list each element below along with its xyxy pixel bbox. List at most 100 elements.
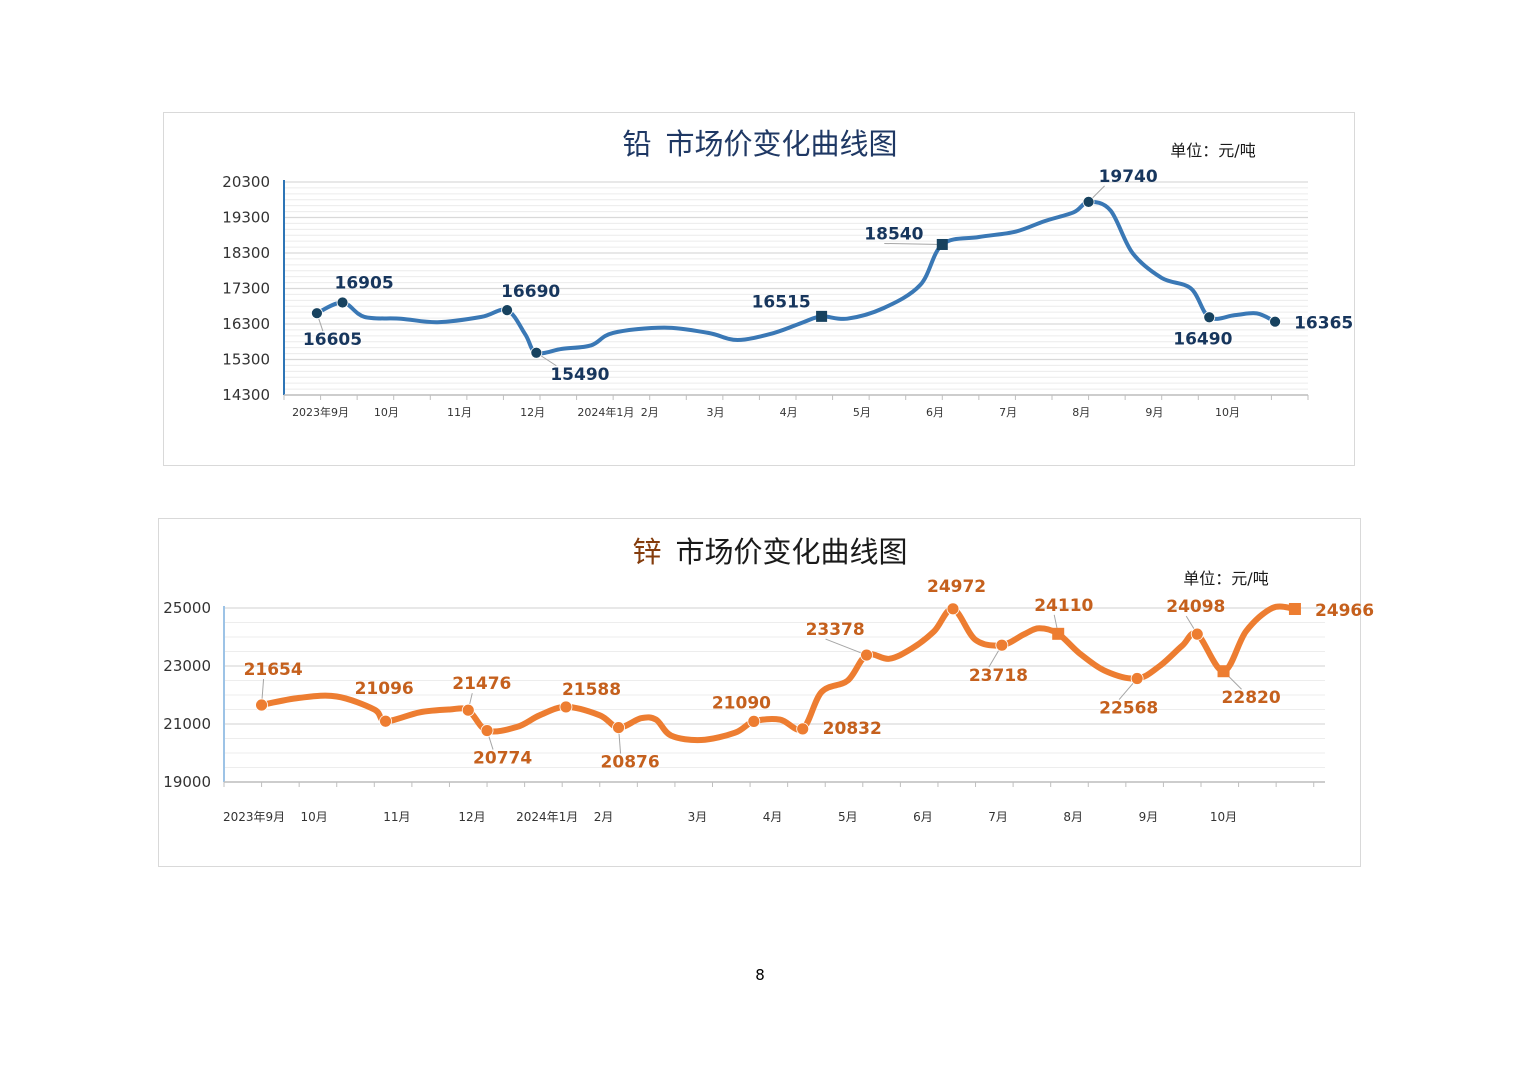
zinc-data-marker — [796, 722, 810, 736]
zinc-x-tick-label: 5月 — [838, 810, 858, 824]
zinc-data-label: 24966 — [1315, 601, 1374, 621]
zinc-x-tick-label: 8月 — [1063, 810, 1083, 824]
zinc-data-marker — [461, 703, 475, 717]
zinc-data-label: 20774 — [473, 749, 532, 769]
zinc-data-marker — [995, 638, 1009, 652]
lead-x-tick-label: 10月 — [374, 406, 399, 419]
zinc-x-tick-label: 2023年9月 — [223, 810, 285, 824]
lead-x-tick-label: 6月 — [926, 406, 944, 419]
zinc-data-label: 23378 — [806, 620, 865, 640]
lead-x-tick-label: 2023年9月 — [292, 405, 349, 419]
zinc-data-marker — [255, 698, 268, 712]
zinc-data-marker — [379, 714, 392, 728]
lead-x-tick-label: 3月 — [707, 406, 725, 419]
lead-title-metal: 铅 — [622, 127, 651, 161]
zinc-x-tick-label: 10月 — [1210, 810, 1237, 824]
zinc-x-tick-label: 6月 — [913, 810, 933, 824]
lead-data-label: 16365 — [1294, 314, 1353, 334]
lead-x-tick-label: 9月 — [1145, 406, 1163, 419]
lead-data-marker — [1203, 311, 1216, 324]
lead-data-marker — [501, 304, 513, 317]
zinc-data-marker — [747, 714, 761, 728]
lead-y-tick-label: 15300 — [222, 351, 270, 369]
zinc-data-label: 22820 — [1222, 688, 1281, 708]
zinc-data-label: 21090 — [712, 693, 771, 713]
lead-data-label: 15490 — [550, 365, 609, 385]
zinc-data-marker — [1288, 602, 1301, 615]
zinc-data-marker — [1217, 665, 1230, 678]
zinc-x-tick-label: 4月 — [763, 810, 783, 824]
zinc-data-label: 21654 — [244, 660, 303, 680]
lead-x-tick-label: 7月 — [999, 406, 1017, 419]
zinc-data-marker — [860, 648, 873, 662]
page-number: 8 — [755, 966, 765, 984]
lead-x-tick-label: 8月 — [1072, 406, 1090, 419]
lead-data-label: 19740 — [1099, 167, 1158, 187]
lead-y-tick-label: 16300 — [222, 315, 270, 333]
zinc-data-label: 23718 — [969, 666, 1028, 686]
lead-data-label: 16490 — [1173, 329, 1232, 349]
lead-y-tick-label: 18300 — [222, 244, 270, 262]
lead-y-tick-label: 19300 — [222, 209, 270, 227]
zinc-x-tick-label: 11月 — [383, 810, 410, 824]
lead-x-tick-label: 2月 — [641, 406, 659, 419]
lead-title-text: 市场价变化曲线图 — [666, 127, 898, 161]
lead-data-marker — [816, 310, 828, 322]
lead-x-tick-label: 4月 — [780, 406, 798, 419]
lead-data-label: 16515 — [752, 292, 811, 312]
zinc-title-metal: 锌 — [632, 535, 661, 569]
zinc-data-marker — [480, 724, 494, 737]
lead-data-label: 18540 — [864, 224, 923, 244]
lead-y-tick-label: 14300 — [222, 386, 270, 404]
lead-data-marker — [936, 238, 948, 250]
lead-y-tick-label: 20300 — [222, 173, 270, 191]
zinc-data-label: 21588 — [562, 680, 621, 700]
lead-chart-title: 铅市场价变化曲线图 — [622, 127, 897, 161]
zinc-data-label: 24110 — [1034, 596, 1093, 616]
zinc-leader-line — [825, 638, 867, 656]
zinc-chart-title: 锌市场价变化曲线图 — [632, 535, 907, 569]
lead-x-tick-label: 2024年1月 — [577, 405, 634, 419]
zinc-x-tick-label: 2月 — [594, 810, 614, 824]
zinc-data-label: 20876 — [601, 753, 660, 773]
lead-y-tick-label: 17300 — [222, 280, 270, 298]
lead-data-marker — [1269, 315, 1281, 328]
zinc-data-marker — [946, 602, 960, 616]
lead-data-marker — [530, 346, 543, 359]
lead-x-tick-label: 10月 — [1215, 406, 1240, 419]
zinc-data-label: 21476 — [452, 674, 511, 694]
zinc-data-marker — [559, 700, 573, 714]
zinc-data-marker — [612, 721, 625, 734]
lead-unit-label: 单位：元/吨 — [1170, 141, 1255, 160]
lead-data-label: 16605 — [303, 330, 362, 350]
zinc-data-marker — [1052, 627, 1065, 640]
lead-data-label: 16905 — [335, 274, 394, 294]
lead-data-marker — [1082, 195, 1095, 208]
lead-leader-line — [884, 242, 943, 245]
zinc-y-tick-label: 21000 — [163, 715, 211, 733]
zinc-y-tick-label: 23000 — [163, 657, 211, 675]
zinc-data-marker — [1190, 627, 1204, 641]
zinc-x-tick-label: 2024年1月 — [516, 810, 578, 824]
zinc-x-tick-label: 10月 — [301, 810, 328, 824]
lead-data-label: 16690 — [501, 282, 560, 302]
zinc-y-tick-label: 19000 — [163, 773, 211, 791]
lead-x-tick-label: 11月 — [447, 406, 472, 419]
zinc-chart-panel — [158, 518, 1361, 867]
zinc-data-label: 22568 — [1099, 699, 1158, 719]
zinc-x-tick-label: 7月 — [988, 810, 1008, 824]
zinc-x-tick-label: 9月 — [1139, 810, 1159, 824]
lead-x-tick-label: 12月 — [520, 406, 545, 419]
zinc-x-tick-label: 3月 — [688, 810, 708, 824]
lead-data-marker — [311, 307, 323, 320]
zinc-data-label: 24098 — [1166, 597, 1225, 617]
zinc-title-text: 市场价变化曲线图 — [676, 535, 908, 569]
lead-data-marker — [336, 296, 349, 309]
zinc-data-label: 24972 — [927, 577, 986, 597]
zinc-y-tick-label: 25000 — [163, 599, 211, 617]
lead-x-tick-label: 5月 — [853, 406, 871, 419]
zinc-data-label: 21096 — [355, 679, 414, 699]
zinc-data-marker — [1130, 672, 1144, 685]
